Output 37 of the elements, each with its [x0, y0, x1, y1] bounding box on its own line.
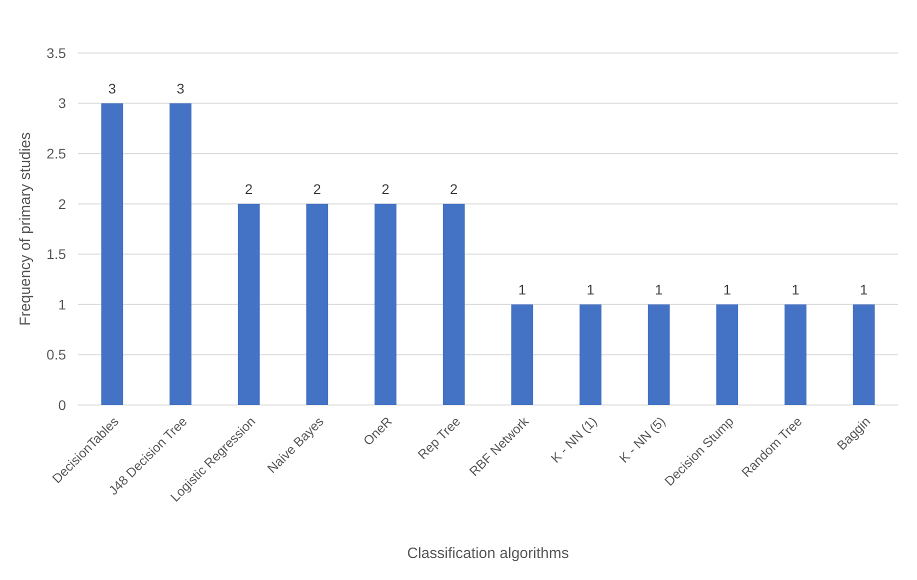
y-tick-label: 1.5 — [46, 246, 66, 262]
y-tick-label: 3 — [58, 95, 66, 112]
bar — [784, 304, 806, 405]
bar — [716, 304, 738, 405]
bar — [306, 204, 328, 405]
x-tick-label: K - NN (5) — [616, 414, 668, 466]
y-tick-label: 2 — [58, 196, 66, 212]
data-label: 2 — [450, 180, 458, 197]
x-tick-label: Rep Tree — [414, 414, 464, 462]
bar — [580, 304, 602, 405]
data-label: 3 — [176, 80, 185, 96]
y-tick-label: 2.5 — [46, 145, 66, 162]
bar — [648, 304, 670, 405]
data-label: 3 — [108, 80, 116, 96]
data-label: 1 — [654, 281, 663, 298]
bar — [238, 204, 260, 405]
bar — [511, 304, 534, 405]
data-label: 1 — [723, 281, 732, 298]
bar — [852, 304, 875, 405]
y-tick-label: 3.5 — [46, 44, 66, 61]
data-label: 2 — [244, 180, 253, 197]
y-axis-title: Frequency of primary studies — [17, 132, 34, 326]
x-tick-label: K - NN (1) — [548, 414, 600, 466]
data-label: 2 — [382, 180, 390, 197]
bar — [374, 204, 396, 405]
data-label: 2 — [313, 180, 322, 197]
y-tick-label: 1 — [58, 296, 66, 312]
bar — [442, 204, 465, 405]
data-label: 1 — [792, 281, 800, 298]
data-label: 1 — [860, 281, 868, 298]
x-axis-title: Classification algorithms — [407, 545, 569, 562]
y-tick-label: 0.5 — [46, 346, 66, 363]
data-label: 1 — [586, 281, 595, 298]
bar — [101, 103, 124, 405]
bar — [170, 103, 192, 405]
y-tick-label: 0 — [58, 396, 66, 413]
data-label: 1 — [518, 281, 526, 298]
